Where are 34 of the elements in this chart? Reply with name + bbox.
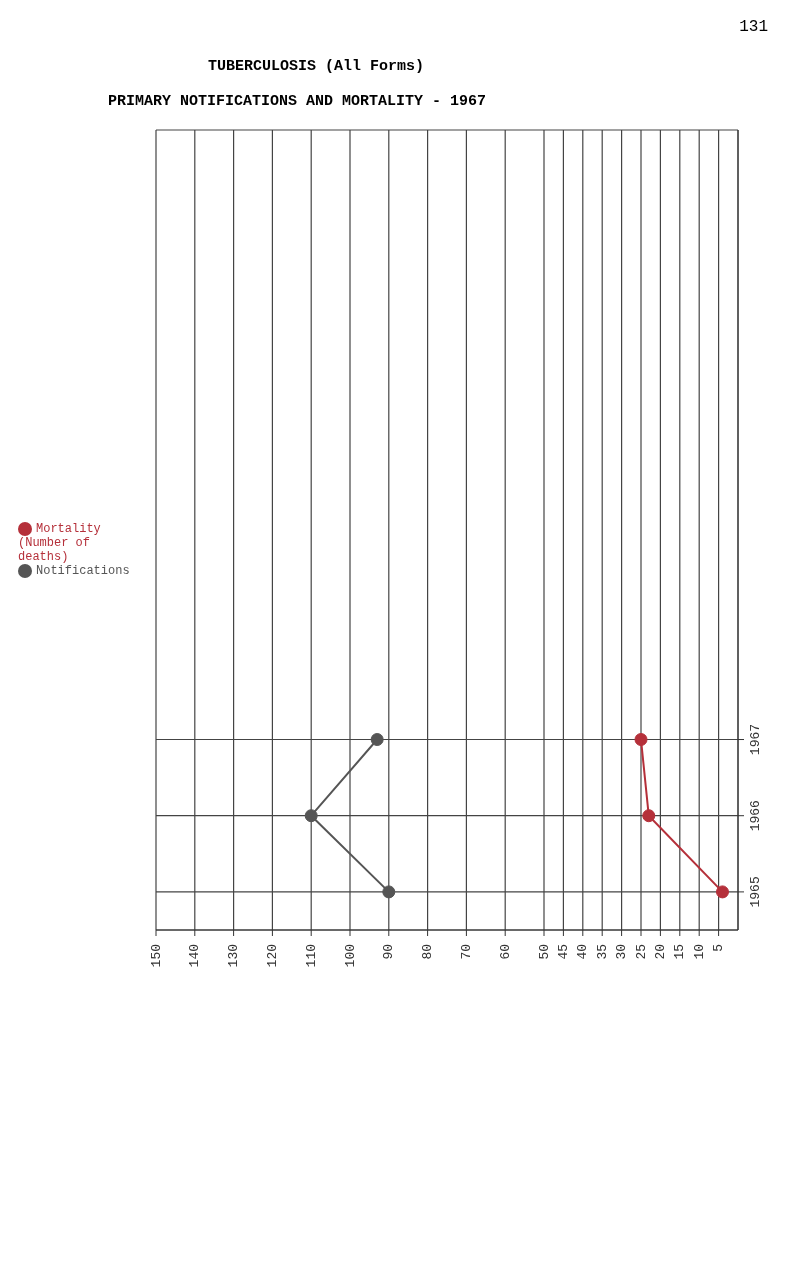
x-tick-label: 120: [264, 944, 280, 968]
x-tick-label: 90: [381, 944, 397, 960]
x-tick-label: 80: [420, 944, 436, 960]
x-tick-label: 140: [187, 944, 203, 968]
y-tick-label: 1967: [748, 723, 764, 756]
text: 131: [739, 18, 768, 36]
x-tick-label: 50: [536, 944, 552, 960]
x-tick-label: 150: [148, 944, 164, 968]
x-tick-label: 100: [342, 944, 358, 968]
x-tick-label: 45: [555, 944, 571, 960]
x-tick-label: 30: [614, 944, 630, 960]
point: [304, 809, 318, 823]
y-tick-label: 1965: [748, 876, 764, 908]
legend-label: Notifications: [36, 564, 130, 579]
x-tick-label: 60: [497, 944, 513, 960]
point: [634, 733, 648, 747]
x-tick-label: 25: [633, 944, 649, 960]
x-tick-label: 10: [691, 944, 707, 960]
chart-subtitle: PRIMARY NOTIFICATIONS AND MORTALITY - 1967: [107, 92, 488, 110]
chart-title: TUBERCULOSIS (All Forms): [208, 58, 425, 75]
x-tick-label: 110: [303, 944, 319, 968]
x-tick-label: 70: [458, 944, 474, 960]
point: [382, 885, 396, 899]
x-tick-label: 35: [594, 944, 610, 960]
point: [370, 733, 384, 747]
point: [642, 809, 656, 823]
x-tick-label: 40: [575, 944, 591, 960]
x-tick-label: 130: [226, 944, 242, 968]
x-tick-label: 15: [672, 944, 688, 960]
y-tick-label: 1966: [748, 800, 764, 832]
point: [715, 885, 729, 899]
legend-label: Mortality (Number of deaths): [18, 522, 101, 564]
x-tick-label: 5: [711, 944, 727, 952]
x-tick-label: 20: [652, 944, 668, 960]
